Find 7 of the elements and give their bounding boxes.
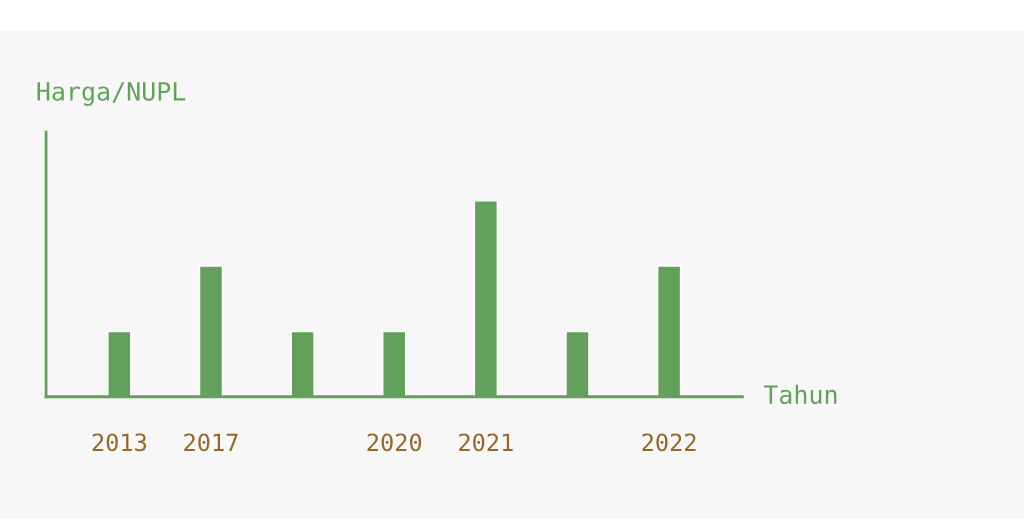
x-tick-label: 2013 [92,433,147,452]
x-tick-label: 2021 [459,433,513,452]
x-tick-label: 2020 [367,433,422,452]
y-axis-title: Harga/NUPL [37,82,186,106]
x-tick-label: 2022 [642,433,696,452]
x-axis-title: Tahun [763,384,837,405]
x-tick-label: 2017 [184,433,238,452]
